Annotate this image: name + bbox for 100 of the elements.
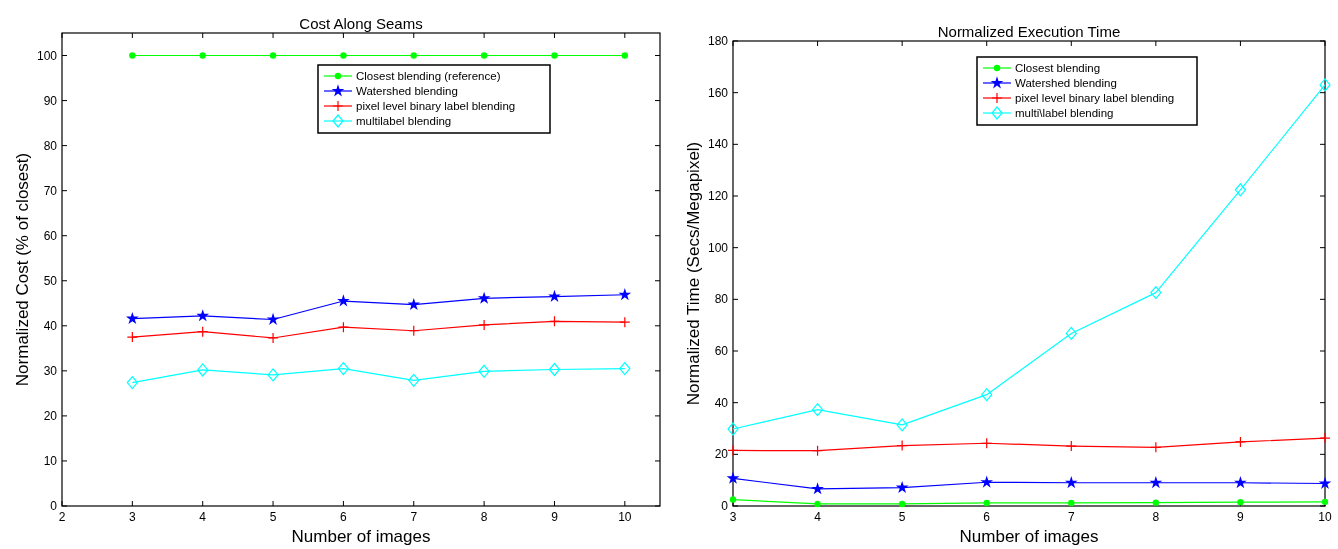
y-tick-label: 0 bbox=[50, 499, 58, 513]
point bbox=[337, 321, 350, 333]
x-tick-label: 7 bbox=[1067, 510, 1075, 524]
point bbox=[727, 422, 739, 436]
legend-label: Watershed blending bbox=[356, 85, 458, 97]
point bbox=[340, 52, 347, 59]
x-tick-label: 2 bbox=[58, 510, 66, 524]
y-tick-label: 80 bbox=[43, 138, 58, 153]
y-tick-label: 50 bbox=[43, 273, 58, 288]
point bbox=[126, 375, 138, 390]
point bbox=[477, 291, 491, 304]
y-tick-label: 70 bbox=[43, 183, 58, 198]
point bbox=[1319, 432, 1331, 444]
point bbox=[548, 289, 561, 302]
x-tick-label: 5 bbox=[898, 510, 906, 524]
y-tick-label: 40 bbox=[43, 318, 58, 333]
point bbox=[729, 496, 737, 503]
x-tick-label: 5 bbox=[269, 510, 277, 524]
point bbox=[811, 403, 824, 417]
point bbox=[619, 316, 631, 328]
point bbox=[727, 444, 739, 457]
x-tick-label: 9 bbox=[551, 510, 559, 524]
legend-label: multi\label blending bbox=[1015, 107, 1114, 119]
x-tick-label: 6 bbox=[983, 510, 991, 524]
legend-label: Watershed blending bbox=[1015, 77, 1117, 89]
y-tick-label: 140 bbox=[707, 137, 729, 152]
point bbox=[196, 309, 210, 322]
legend-label: Closest blending (reference) bbox=[356, 70, 501, 82]
point bbox=[410, 52, 417, 59]
point bbox=[478, 364, 490, 378]
point bbox=[126, 331, 138, 343]
point bbox=[980, 475, 994, 488]
point bbox=[126, 311, 139, 324]
point bbox=[478, 319, 490, 331]
point bbox=[1234, 183, 1247, 197]
point bbox=[199, 52, 206, 59]
point bbox=[197, 326, 209, 338]
point bbox=[407, 297, 421, 311]
point bbox=[619, 362, 631, 376]
point bbox=[337, 362, 350, 376]
x-tick-label: 3 bbox=[729, 510, 737, 524]
point bbox=[1065, 440, 1077, 452]
x-axis-title: Number of images bbox=[291, 527, 431, 546]
point bbox=[896, 418, 908, 432]
y-tick-label: 10 bbox=[43, 453, 58, 468]
y-tick-label: 100 bbox=[707, 240, 729, 255]
y-tick-label: 20 bbox=[43, 408, 58, 423]
point bbox=[267, 368, 279, 382]
point bbox=[269, 52, 277, 59]
point bbox=[811, 482, 824, 495]
y-tick-label: 90 bbox=[43, 93, 58, 108]
point bbox=[618, 288, 632, 301]
point bbox=[726, 471, 740, 484]
point bbox=[1234, 476, 1247, 489]
point bbox=[337, 294, 350, 307]
x-tick-label: 8 bbox=[1152, 510, 1160, 524]
x-tick-label: 4 bbox=[814, 510, 822, 524]
x-tick-label: 8 bbox=[480, 510, 488, 524]
legend-label: pixel level binary label blending bbox=[356, 100, 516, 112]
y-tick-label: 40 bbox=[714, 395, 729, 410]
x-tick-label: 7 bbox=[410, 510, 418, 524]
point bbox=[621, 52, 629, 59]
point bbox=[1234, 436, 1247, 448]
y-tick-label: 120 bbox=[707, 189, 729, 203]
legend-label: Closest blending bbox=[1015, 62, 1101, 74]
y-tick-label: 180 bbox=[707, 34, 729, 48]
point bbox=[266, 312, 280, 325]
y-tick-label: 0 bbox=[721, 499, 729, 513]
y-axis-title: Normalized Time (Secs/Megapixel) bbox=[684, 141, 703, 406]
point bbox=[267, 332, 279, 344]
chart-title: Cost Along Seams bbox=[299, 15, 423, 32]
x-tick-label: 4 bbox=[199, 510, 207, 524]
point bbox=[129, 52, 136, 59]
point bbox=[1150, 286, 1162, 300]
y-tick-label: 100 bbox=[36, 48, 58, 63]
point bbox=[1318, 476, 1332, 489]
chart-title: Normalized Execution Time bbox=[937, 23, 1121, 40]
point bbox=[811, 445, 824, 457]
point bbox=[981, 437, 993, 449]
point bbox=[1064, 476, 1078, 489]
y-tick-label: 30 bbox=[43, 363, 58, 378]
point bbox=[408, 373, 420, 387]
point bbox=[480, 52, 488, 59]
point bbox=[548, 362, 561, 377]
y-tick-label: 80 bbox=[714, 292, 729, 307]
point bbox=[1150, 441, 1162, 453]
y-axis-title: Normalized Cost (% of closest) bbox=[13, 152, 32, 387]
point bbox=[1149, 476, 1163, 489]
point bbox=[896, 439, 908, 452]
x-tick-label: 6 bbox=[340, 510, 348, 524]
point bbox=[1065, 326, 1077, 341]
point bbox=[895, 480, 909, 494]
point bbox=[197, 363, 209, 377]
y-tick-label: 60 bbox=[714, 344, 729, 358]
x-tick-label: 10 bbox=[1318, 510, 1332, 524]
point bbox=[548, 315, 561, 327]
point bbox=[408, 325, 420, 337]
x-tick-label: 9 bbox=[1237, 510, 1245, 524]
point bbox=[551, 52, 558, 59]
y-tick-label: 20 bbox=[714, 447, 729, 462]
